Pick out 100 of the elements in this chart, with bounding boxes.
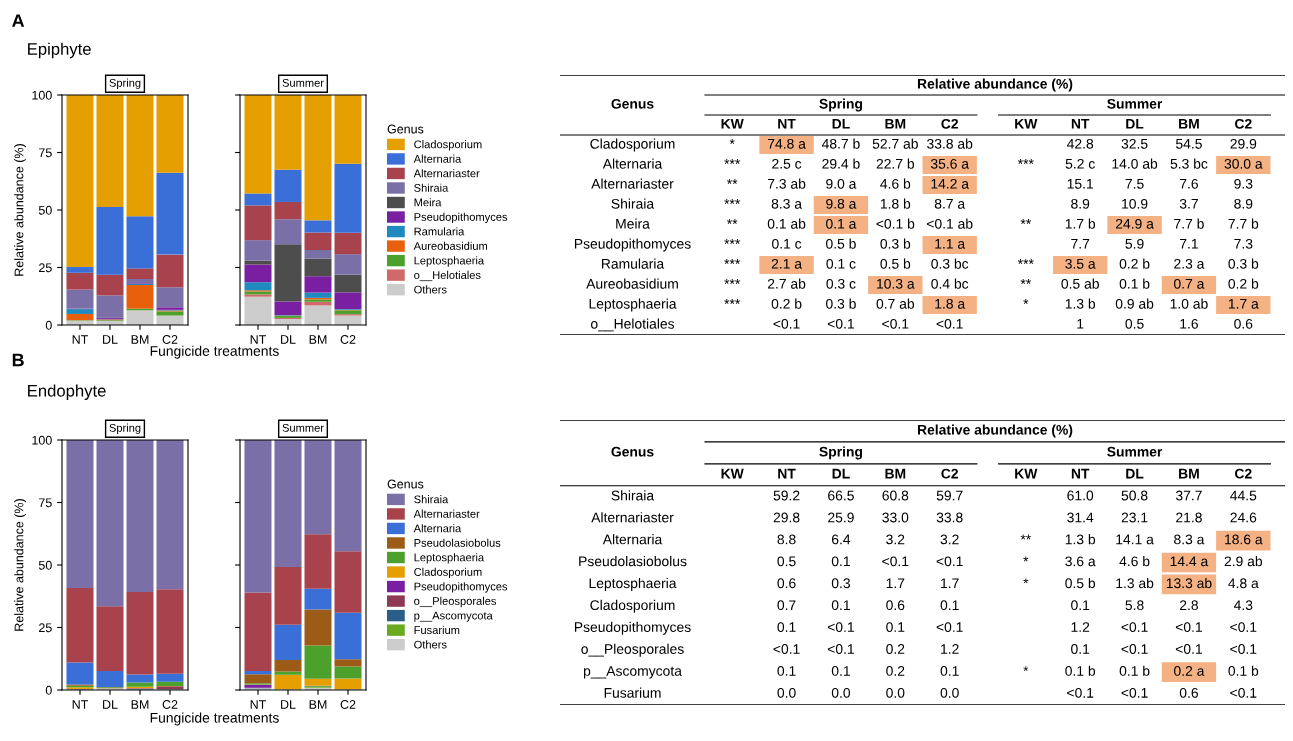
text: ** xyxy=(1020,279,1031,284)
text: 33.8 xyxy=(936,512,963,523)
category-label: C2 xyxy=(941,468,959,479)
text: ** xyxy=(727,179,738,184)
text: 0.1 b xyxy=(1119,665,1150,676)
text: 0.1 b xyxy=(1228,665,1259,676)
text: 1.7 a xyxy=(1228,299,1259,309)
text: 8.7 a xyxy=(934,198,966,209)
text: 0.3 b xyxy=(880,238,911,249)
text: *** xyxy=(1017,159,1034,164)
legend-title: Genus xyxy=(387,479,424,489)
text: 0.1 xyxy=(940,666,959,676)
y-axis-title: Relative abundance (%) xyxy=(14,144,26,276)
text: 0.0 xyxy=(777,687,796,698)
category-label: BM xyxy=(885,119,906,129)
category-label: o__Helotiales xyxy=(591,318,675,332)
text: 1.3 ab xyxy=(1116,577,1154,589)
text: 6.4 xyxy=(831,534,851,545)
legend-label: Pseudopithomyces xyxy=(414,212,508,224)
text: 8.9 xyxy=(1071,198,1090,209)
text: 2.9 ab xyxy=(1224,556,1263,567)
text: Spring xyxy=(819,446,862,460)
text: 0.2 xyxy=(886,666,905,676)
text: <0.1 xyxy=(1230,622,1257,632)
text: 7.7 b xyxy=(1228,218,1259,229)
legend-label: Alternariaster xyxy=(413,169,480,178)
text: 24.9 a xyxy=(1115,218,1154,229)
text: 0.3 xyxy=(831,578,850,589)
text: 3.2 xyxy=(886,534,905,545)
text: 8.3 a xyxy=(1174,534,1205,545)
category-label: BM xyxy=(1179,468,1199,479)
x-tick-label: C2 xyxy=(162,335,178,344)
text: <0.1 b xyxy=(876,218,915,229)
text: 52.7 ab xyxy=(872,138,918,149)
text: 14.4 a xyxy=(1170,556,1209,567)
legend-label: Fusarium xyxy=(414,625,460,634)
y-tick-label: 100 xyxy=(32,90,52,100)
text: <0.1 xyxy=(1175,622,1202,632)
x-tick-label: DL xyxy=(281,700,296,709)
legend-label: Alternaria xyxy=(413,154,462,163)
text: 4.8 a xyxy=(1228,578,1259,589)
text: 35.6 a xyxy=(930,158,969,169)
text: 0.1 ab xyxy=(767,218,806,229)
text: 0.1 xyxy=(886,622,905,632)
text: 3.5 a xyxy=(1065,258,1096,269)
y-tick-label: 0 xyxy=(45,320,52,330)
category-label: Meira xyxy=(616,218,650,229)
text: 29.8 xyxy=(773,512,800,523)
text: 7.5 xyxy=(1125,179,1144,189)
text: Summer xyxy=(1107,98,1163,109)
text: <0.1 xyxy=(1175,644,1202,654)
text: 0.2 b xyxy=(1119,258,1150,269)
y-tick-label: 25 xyxy=(39,263,52,273)
text: <0.1 xyxy=(1067,687,1094,698)
text: 9.0 a xyxy=(826,178,857,189)
category-label: NT xyxy=(1071,468,1090,479)
text: 4.3 xyxy=(1233,600,1253,611)
text: 0.7 ab xyxy=(876,298,915,309)
text: 0.1 xyxy=(1071,644,1090,654)
category-label: DL xyxy=(1126,119,1144,129)
text: *** xyxy=(724,199,741,204)
x-tick-label: BM xyxy=(309,700,327,709)
legend-label: Pseudopithomyces xyxy=(414,582,508,593)
text: 0.1 c xyxy=(772,238,802,249)
category-label: Alternariaster xyxy=(591,178,674,189)
text: 14.2 a xyxy=(931,178,969,189)
text: 0.3 bc xyxy=(931,258,969,269)
text: Relative abundance (%) xyxy=(917,78,1073,92)
text: <0.1 xyxy=(1121,687,1148,698)
x-tick-label: C2 xyxy=(340,700,356,709)
legend-title: Genus xyxy=(387,124,424,134)
legend-label: Leptosphaeria xyxy=(414,553,485,564)
text: 7.7 xyxy=(1071,239,1090,249)
text: 14.1 a xyxy=(1116,534,1154,545)
text: 0.5 b xyxy=(826,238,856,249)
text: 44.5 xyxy=(1230,490,1257,501)
text: 14.0 ab xyxy=(1112,158,1158,169)
text: 2.1 a xyxy=(771,258,803,269)
text: * xyxy=(1023,666,1029,672)
y-tick-label: 75 xyxy=(39,148,52,158)
y-tick-label: 50 xyxy=(38,560,52,570)
legend-label: Cladosporium xyxy=(414,567,482,579)
text: 48.7 b xyxy=(821,138,860,149)
category-label: Fusarium xyxy=(604,687,661,698)
text: Genus xyxy=(611,98,654,109)
text: 1.0 ab xyxy=(1170,298,1208,309)
y-tick-label: 0 xyxy=(45,685,52,695)
text: 1.7 b xyxy=(1065,218,1096,229)
text: 50.8 xyxy=(1121,490,1148,501)
legend-label: Alternaria xyxy=(413,524,462,533)
text: 1.3 b xyxy=(1065,534,1096,545)
category-label: NT xyxy=(1071,119,1090,129)
text: <0.1 xyxy=(827,644,854,654)
chart-subtitle: Epiphyte xyxy=(28,42,91,59)
chart-title: Summer xyxy=(282,423,324,432)
text: 0.1 xyxy=(831,666,850,676)
x-tick-label: BM xyxy=(309,335,327,344)
text: 8.8 xyxy=(777,534,796,545)
text: 7.6 xyxy=(1180,178,1198,189)
text: <0.1 xyxy=(882,556,909,567)
